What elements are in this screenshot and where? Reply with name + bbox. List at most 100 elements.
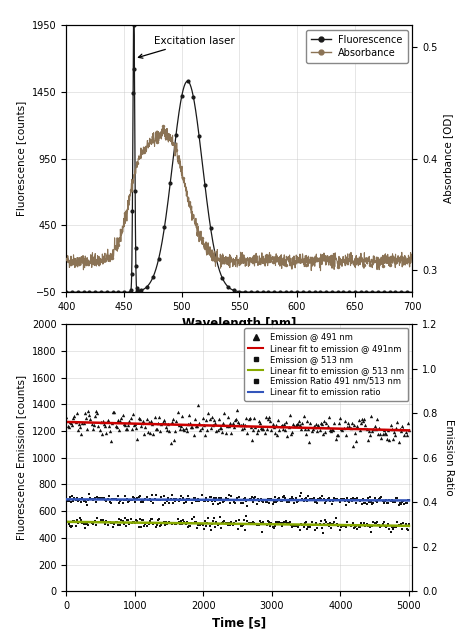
- Point: [193, 523, 201, 533]
- Point: [379, 428, 386, 438]
- Point: [252, 519, 259, 529]
- Point: [224, 494, 232, 504]
- Point: [77, 515, 85, 525]
- Point: [326, 518, 334, 528]
- Point: [142, 494, 149, 504]
- Point: [353, 521, 360, 531]
- Point: [366, 522, 374, 532]
- Point: [197, 520, 204, 530]
- Point: [381, 496, 389, 506]
- Point: [337, 413, 344, 423]
- Point: [219, 495, 226, 505]
- Point: [402, 427, 410, 437]
- Point: [333, 494, 340, 504]
- Point: [387, 526, 394, 537]
- Point: [192, 421, 200, 431]
- Point: [363, 499, 370, 509]
- Point: [239, 498, 246, 508]
- Point: [331, 517, 338, 527]
- Point: [170, 494, 178, 504]
- Point: [387, 420, 394, 430]
- Point: [246, 519, 254, 529]
- Point: [83, 424, 91, 434]
- Point: [210, 415, 218, 425]
- Point: [123, 424, 131, 434]
- Point: [207, 423, 215, 433]
- Point: [288, 427, 296, 437]
- Point: [389, 434, 397, 444]
- Point: [114, 491, 122, 501]
- Point: [382, 495, 390, 505]
- Point: [70, 496, 77, 506]
- Point: [106, 425, 114, 435]
- Point: [328, 499, 336, 509]
- Point: [225, 421, 233, 431]
- Point: [164, 496, 171, 506]
- Point: [65, 519, 73, 529]
- Point: [370, 424, 377, 434]
- Point: [156, 521, 164, 532]
- Point: [140, 521, 148, 531]
- Point: [167, 438, 174, 448]
- Point: [105, 517, 112, 527]
- Point: [111, 519, 118, 529]
- Point: [355, 523, 362, 533]
- Point: [284, 431, 292, 441]
- Point: [143, 414, 150, 424]
- Point: [294, 496, 301, 506]
- Point: [203, 518, 211, 528]
- Point: [130, 493, 138, 503]
- Point: [243, 496, 250, 506]
- Point: [253, 520, 260, 530]
- Point: [271, 521, 279, 531]
- Point: [300, 496, 307, 506]
- Point: [138, 418, 146, 428]
- Point: [173, 406, 181, 416]
- Point: [337, 425, 345, 435]
- Point: [384, 498, 392, 508]
- Point: [115, 514, 123, 524]
- Point: [246, 413, 254, 423]
- Point: [238, 423, 246, 433]
- Point: [98, 494, 106, 504]
- Point: [208, 496, 216, 506]
- Point: [345, 418, 352, 428]
- Point: [66, 521, 73, 531]
- Point: [90, 516, 98, 526]
- Point: [255, 496, 263, 506]
- Point: [321, 498, 329, 508]
- Point: [89, 424, 97, 434]
- Point: [137, 421, 145, 431]
- Point: [131, 518, 139, 528]
- Point: [341, 496, 348, 506]
- Point: [93, 408, 101, 418]
- Point: [103, 428, 110, 438]
- Point: [295, 494, 303, 504]
- Point: [317, 516, 325, 526]
- Point: [371, 518, 378, 528]
- Point: [228, 517, 235, 527]
- Point: [177, 491, 185, 501]
- Point: [206, 492, 213, 502]
- Point: [246, 494, 254, 504]
- Point: [214, 520, 221, 530]
- Point: [127, 496, 134, 506]
- Point: [173, 494, 181, 504]
- Point: [215, 519, 223, 529]
- Point: [183, 494, 191, 504]
- Point: [300, 411, 307, 421]
- Point: [311, 496, 319, 506]
- Point: [245, 518, 252, 528]
- Point: [392, 498, 399, 508]
- Point: [148, 514, 156, 524]
- Point: [253, 428, 260, 438]
- Point: [384, 425, 392, 435]
- Point: [276, 425, 283, 435]
- Point: [348, 520, 356, 530]
- Point: [162, 517, 170, 527]
- Point: [115, 498, 123, 508]
- Point: [293, 520, 301, 530]
- Point: [265, 412, 273, 422]
- Point: [307, 522, 314, 532]
- Point: [292, 420, 299, 430]
